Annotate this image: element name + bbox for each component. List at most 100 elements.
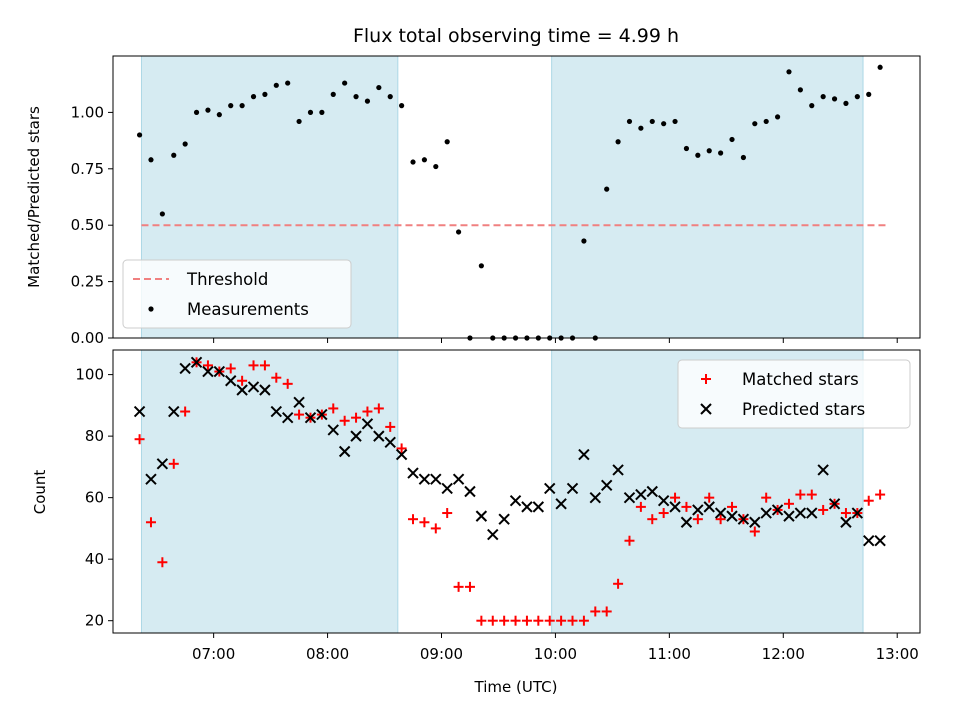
x-stroke-b xyxy=(213,365,226,378)
data-point-1-0-62 xyxy=(840,508,851,519)
x-stroke-b xyxy=(863,535,875,547)
x-stroke-b xyxy=(498,513,510,525)
data-point-1-1-43 xyxy=(623,491,636,504)
x-stroke-b xyxy=(703,501,715,513)
x-stroke-b xyxy=(771,504,784,516)
data-point-1-1-56 xyxy=(771,504,784,516)
legend-box-1 xyxy=(677,359,911,429)
data-point-1-1-1 xyxy=(145,473,157,485)
data-point-1-1-44 xyxy=(635,488,647,501)
data-point-0-0-25 xyxy=(421,157,428,163)
data-point-1-1-53 xyxy=(737,513,750,525)
y-tick-label-0-3: 0.75 xyxy=(71,160,104,178)
data-point-0-0-2 xyxy=(159,211,165,217)
x-stroke-b xyxy=(179,362,191,375)
data-point-1-1-27 xyxy=(441,482,453,495)
data-point-1-1-6 xyxy=(202,365,214,378)
x-stroke-b xyxy=(578,448,590,461)
data-point-1-0-64 xyxy=(863,495,874,506)
data-point-1-1-34 xyxy=(521,501,533,513)
x-stroke-b xyxy=(441,482,453,495)
data-point-1-0-23 xyxy=(396,443,407,454)
data-point-1-0-32 xyxy=(499,615,510,626)
data-point-1-1-60 xyxy=(817,464,829,476)
x-stroke-b xyxy=(509,495,522,507)
data-point-0-0-41 xyxy=(604,186,610,192)
data-point-1-1-22 xyxy=(384,436,396,448)
data-point-1-0-4 xyxy=(180,406,191,417)
legend-label-0-1: Measurements xyxy=(187,300,309,319)
legend-label-0-0: Threshold xyxy=(186,270,268,289)
data-point-0-0-46 xyxy=(661,121,667,127)
data-point-1-0-51 xyxy=(715,514,726,525)
data-point-0-0-7 xyxy=(216,112,222,118)
data-point-1-1-3 xyxy=(168,405,180,418)
x-stroke-b xyxy=(692,504,704,516)
data-point-1-0-58 xyxy=(795,489,806,500)
data-point-0-0-21 xyxy=(376,84,382,91)
x-stroke-b xyxy=(749,516,761,528)
data-point-1-1-8 xyxy=(225,375,237,387)
x-tick-label-0: 07:00 xyxy=(192,645,235,663)
data-point-0-0-9 xyxy=(239,103,245,109)
x-tick-label-3: 10:00 xyxy=(534,645,577,663)
data-point-1-0-42 xyxy=(613,578,624,589)
data-point-1-1-7 xyxy=(213,365,226,378)
data-point-0-0-57 xyxy=(786,69,792,75)
y-tick-label-0-1: 0.25 xyxy=(71,273,104,291)
data-point-1-0-41 xyxy=(601,606,612,617)
x-axis-label: Time (UTC) xyxy=(474,678,558,696)
data-point-1-1-46 xyxy=(657,495,670,507)
data-point-0-0-58 xyxy=(797,87,803,93)
data-point-0-0-17 xyxy=(330,91,336,97)
data-point-1-1-33 xyxy=(509,495,522,507)
x-stroke-b xyxy=(418,473,431,485)
data-point-0-0-65 xyxy=(877,64,883,70)
data-point-0-0-19 xyxy=(353,94,359,100)
x-stroke-b xyxy=(259,384,271,396)
x-stroke-b xyxy=(760,507,772,519)
data-point-1-1-58 xyxy=(794,507,807,519)
data-point-1-1-31 xyxy=(487,528,499,541)
data-point-1-1-0 xyxy=(133,405,146,418)
legend-1: Matched stars Predicted stars xyxy=(677,359,911,429)
data-point-1-0-29 xyxy=(464,581,475,592)
data-point-1-0-1 xyxy=(145,517,156,528)
data-point-0-0-24 xyxy=(410,159,416,165)
data-point-1-1-12 xyxy=(270,405,283,418)
x-stroke-b xyxy=(646,485,658,498)
x-stroke-b xyxy=(714,507,727,519)
data-point-0-0-53 xyxy=(740,154,747,161)
bottom-y-axis-label: Count xyxy=(31,470,49,515)
data-point-1-1-59 xyxy=(806,507,818,519)
observing-window-1-0 xyxy=(140,349,399,634)
x-stroke-b xyxy=(247,381,260,393)
x-stroke-b xyxy=(623,491,636,504)
data-point-1-1-5 xyxy=(190,356,203,369)
data-point-1-1-65 xyxy=(874,535,886,547)
x-stroke-b xyxy=(726,510,738,522)
data-point-1-1-55 xyxy=(760,507,772,519)
data-point-1-1-39 xyxy=(578,448,590,461)
data-point-1-0-25 xyxy=(419,517,430,528)
data-point-1-1-25 xyxy=(418,473,431,485)
data-point-1-1-29 xyxy=(464,485,476,498)
data-point-1-1-24 xyxy=(407,467,419,479)
data-point-1-0-6 xyxy=(202,360,213,371)
axes: 0.00 0.25 0.50 0.75 1.00 20 40 60 80 100 07:00 08:0… xyxy=(71,55,921,663)
data-point-1-0-10 xyxy=(248,360,259,371)
x-stroke-b xyxy=(555,498,567,510)
data-point-1-0-14 xyxy=(294,409,305,420)
data-point-1-0-27 xyxy=(442,508,453,519)
data-point-1-0-52 xyxy=(727,501,738,512)
data-point-1-1-40 xyxy=(589,491,602,504)
data-point-1-1-54 xyxy=(749,516,761,528)
legends: Threshold Measurements Matched stars Predic… xyxy=(122,259,911,429)
legend-label-1-0: Matched stars xyxy=(742,370,859,389)
data-point-0-0-64 xyxy=(866,91,872,97)
data-point-0-0-14 xyxy=(296,118,302,125)
x-stroke-b xyxy=(737,513,750,525)
data-point-1-0-28 xyxy=(453,581,464,592)
x-stroke-b xyxy=(395,448,408,461)
